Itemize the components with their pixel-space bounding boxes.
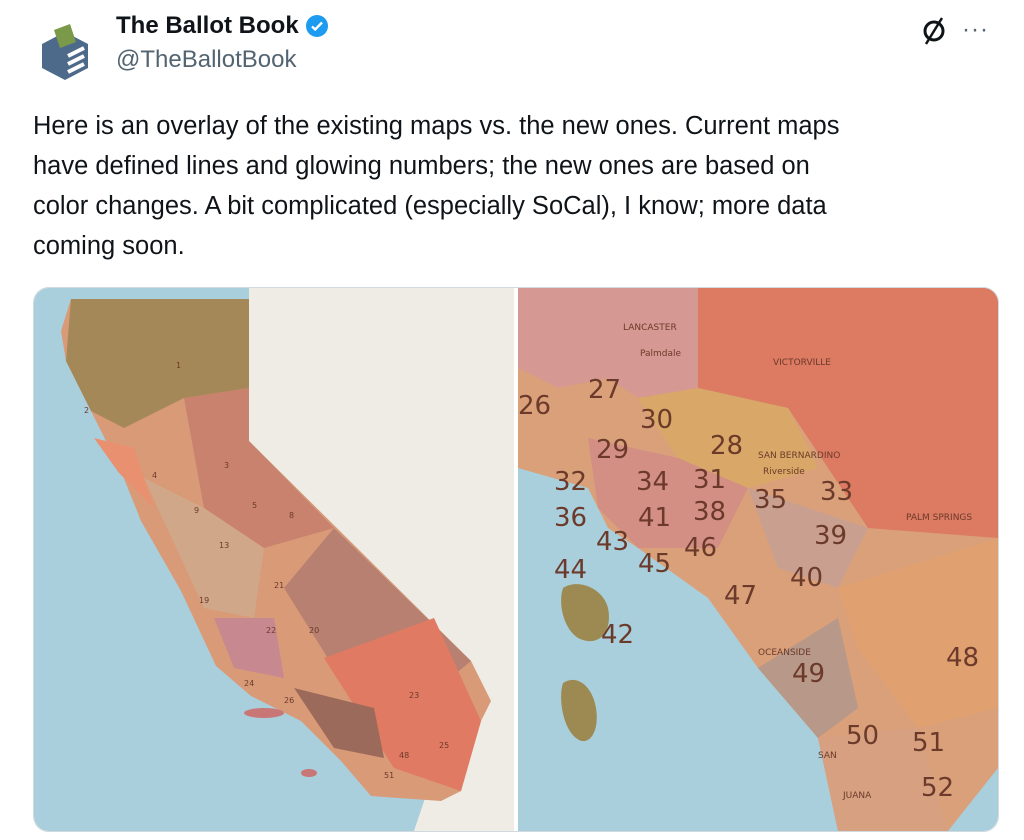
author-name[interactable]: The Ballot Book [116,12,329,40]
district-label: 19 [199,596,209,605]
district-label: 41 [638,503,671,533]
district-label: 30 [640,405,673,435]
district-label: 28 [710,431,743,461]
district-label: 3 [224,461,229,470]
district-label: 49 [792,659,825,689]
grok-slash-icon[interactable] [920,16,948,46]
district-label: 1 [176,361,181,370]
place-label: SAN BERNARDINO [758,451,840,461]
district-label: 25 [439,741,449,750]
southern-california-map-image[interactable]: LANCASTER Palmdale VICTORVILLE SAN BERNA… [518,288,998,831]
place-label: Riverside [763,467,805,477]
place-label: OCEANSIDE [758,648,811,658]
district-label: 21 [274,581,284,590]
place-label: JUANA [842,791,872,801]
district-label: 36 [554,503,587,533]
district-label: 32 [554,467,587,497]
place-label: PALM SPRINGS [906,513,972,523]
district-label: 27 [588,375,621,405]
district-label: 5 [252,501,257,510]
verified-badge-icon [305,15,328,37]
district-label: 48 [399,751,409,760]
district-label: 48 [946,643,979,673]
district-label: 51 [384,771,394,780]
district-label: 47 [724,581,757,611]
district-label: 8 [289,511,294,520]
district-label: 40 [790,563,823,593]
district-label: 22 [266,626,276,635]
district-label: 24 [244,679,254,688]
district-label: 44 [554,555,587,585]
district-label: 52 [921,773,954,803]
district-label: 13 [219,541,229,550]
district-label: 51 [912,728,945,758]
district-label: 38 [693,497,726,527]
district-label: 31 [693,465,726,495]
place-label: VICTORVILLE [773,358,831,368]
avatar[interactable] [34,22,96,84]
district-label: 4 [152,471,157,480]
place-label: SAN [818,751,837,761]
tweet-text: Here is an overlay of the existing maps … [33,112,840,260]
tweet-media[interactable]: 1 2 3 4 5 8 9 13 19 20 21 22 23 24 25 26… [33,287,999,832]
author-handle[interactable]: @TheBallotBook [116,46,297,73]
district-label: 26 [284,696,294,705]
district-label: 2 [84,406,89,415]
district-label: 9 [194,506,199,515]
california-map-image[interactable]: 1 2 3 4 5 8 9 13 19 20 21 22 23 24 25 26… [34,288,514,831]
district-label: 43 [596,527,629,557]
district-label: 42 [601,620,634,650]
place-label: Palmdale [640,349,682,359]
district-label: 35 [754,485,787,515]
district-label: 23 [409,691,419,700]
district-label: 33 [820,477,853,507]
district-label: 46 [684,533,717,563]
district-label: 50 [846,721,879,751]
district-label: 20 [309,626,319,635]
district-label: 34 [636,467,669,497]
district-label: 29 [596,435,629,465]
more-options-button[interactable]: ··· [962,16,989,43]
district-label: 26 [518,391,551,421]
district-label: 45 [638,549,671,579]
district-label: 39 [814,521,847,551]
place-label: LANCASTER [623,323,677,333]
